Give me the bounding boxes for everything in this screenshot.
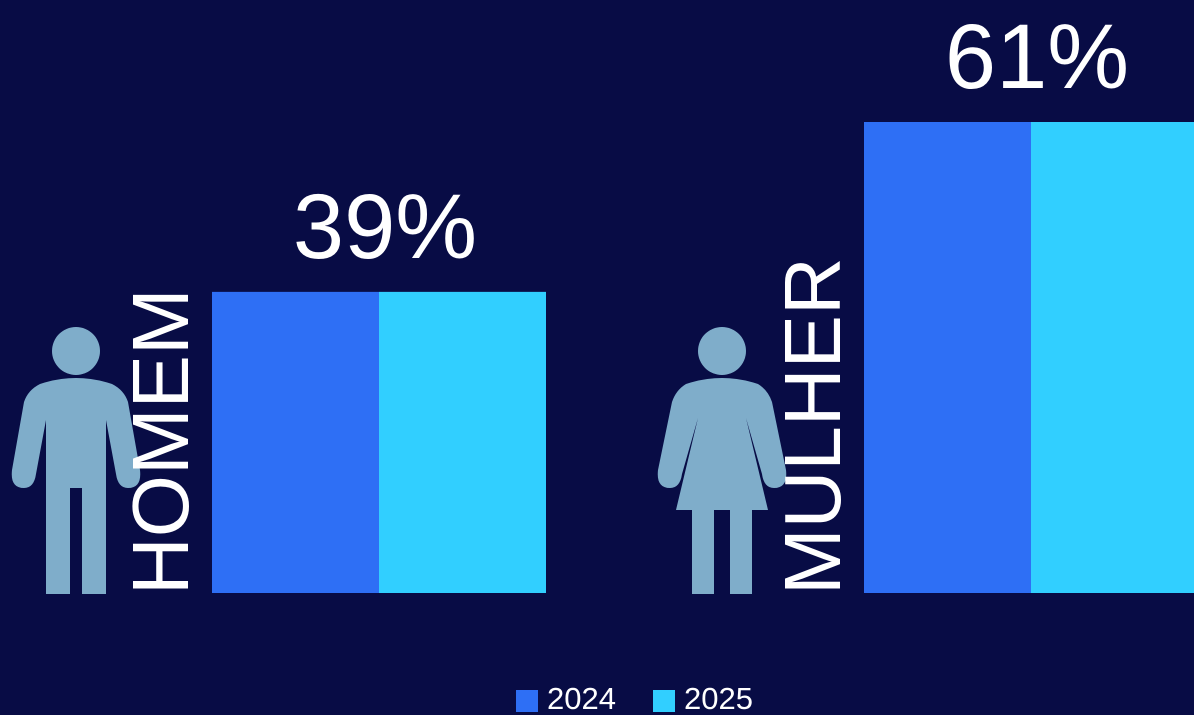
legend-label: 2025 [684,681,753,715]
bar [1031,122,1194,593]
woman-icon [657,327,787,594]
legend-label: 2024 [547,681,616,715]
value-label: 39% [293,176,477,278]
legend-swatch [516,690,538,712]
bar [864,122,1031,593]
category-label: HOMEM [116,288,205,595]
bar [212,291,379,593]
value-label: 61% [945,6,1129,108]
man-icon [11,327,141,594]
legend-swatch [653,690,675,712]
bar [379,291,546,593]
category-label: MULHER [768,257,857,595]
